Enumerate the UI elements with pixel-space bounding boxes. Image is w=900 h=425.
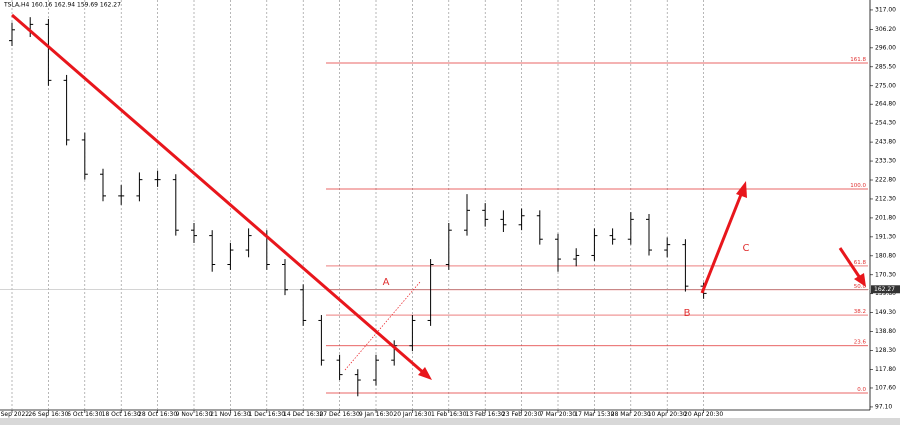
x-tick-label: 1 Sep 2022 <box>0 411 29 418</box>
y-tick-label: 117.80 <box>875 366 896 373</box>
x-tick-label: 9 Nov 16:30 <box>176 411 213 418</box>
last-price-label: 162.27 <box>874 286 895 293</box>
annotation: A <box>383 277 390 288</box>
y-tick-label: 97.10 <box>875 403 892 410</box>
arrow-head <box>418 367 432 380</box>
x-tick-label: 17 Mar 15:30 <box>574 411 614 418</box>
y-tick-label: 107.60 <box>875 384 896 391</box>
arrow-down <box>838 247 862 279</box>
y-tick-label: 128.30 <box>875 347 896 354</box>
y-tick-label: 180.80 <box>875 252 896 259</box>
x-tick-label: 20 Jan 16:30 <box>393 411 431 418</box>
y-tick-label: 212.30 <box>875 195 896 202</box>
x-tick-label: 28 Mar 20:30 <box>611 411 651 418</box>
fib-label: 61.8 <box>854 260 867 266</box>
y-tick-label: 170.30 <box>875 271 896 278</box>
tab-bar <box>0 418 900 425</box>
y-tick-label: 296.00 <box>875 44 896 51</box>
x-tick-label: 23 Feb 20:30 <box>502 411 542 418</box>
fib-label: 23.6 <box>854 340 867 346</box>
x-tick-label: 10 Apr 20:30 <box>648 411 687 418</box>
annotation: B <box>684 308 691 319</box>
y-tick-label: 233.30 <box>875 158 896 165</box>
x-tick-label: 13 Feb 16:30 <box>466 411 506 418</box>
last-price-box <box>871 285 900 294</box>
y-tick-label: 285.50 <box>875 63 896 70</box>
x-tick-label: 26 Sep 16:30 <box>28 411 68 418</box>
x-tick-label: 9 Jan 16:30 <box>359 411 393 418</box>
y-tick-label: 138.80 <box>875 328 896 335</box>
y-tick-label: 317.00 <box>875 6 896 13</box>
fib-label: 100.0 <box>850 183 866 189</box>
trend-line <box>11 13 426 376</box>
x-tick-label: 14 Dec 16:30 <box>283 411 324 418</box>
y-tick-label: 222.80 <box>875 177 896 184</box>
arrow-up <box>700 191 744 294</box>
x-tick-label: 28 Oct 16:30 <box>138 411 177 418</box>
arrow-head <box>736 181 747 198</box>
fib-label: 161.8 <box>850 57 866 63</box>
y-tick-label: 243.80 <box>875 139 896 146</box>
y-tick-label: 254.30 <box>875 120 896 127</box>
y-tick-label: 149.30 <box>875 309 896 316</box>
x-tick-label: 18 Oct 16:30 <box>102 411 141 418</box>
arrow-head <box>854 273 866 287</box>
x-tick-label: 21 Nov 16:30 <box>210 411 251 418</box>
chart-title: TSLA,H4 160.16 162.94 159.69 162.27 <box>3 2 121 9</box>
fib-label: 50.0 <box>854 284 867 290</box>
fib-label: 38.2 <box>854 309 866 315</box>
y-tick-label: 306.20 <box>875 26 896 33</box>
x-tick-label: 1 Dec 16:30 <box>249 411 286 418</box>
x-tick-label: 27 Dec 16:30 <box>319 411 360 418</box>
x-tick-label: 7 Mar 20:30 <box>540 411 576 418</box>
y-tick-label: 275.00 <box>875 82 896 89</box>
y-tick-label: 191.30 <box>875 233 896 240</box>
dotted-line <box>344 281 421 371</box>
x-tick-label: 20 Apr 20:30 <box>684 411 723 418</box>
x-tick-label: 6 Oct 16:30 <box>67 411 102 418</box>
y-tick-label: 264.80 <box>875 101 896 108</box>
x-tick-label: 1 Feb 16:30 <box>431 411 467 418</box>
fib-label: 0.0 <box>857 387 866 393</box>
annotation: C <box>743 243 750 254</box>
y-tick-label: 159.80 <box>875 290 896 297</box>
y-tick-label: 201.80 <box>875 214 896 221</box>
